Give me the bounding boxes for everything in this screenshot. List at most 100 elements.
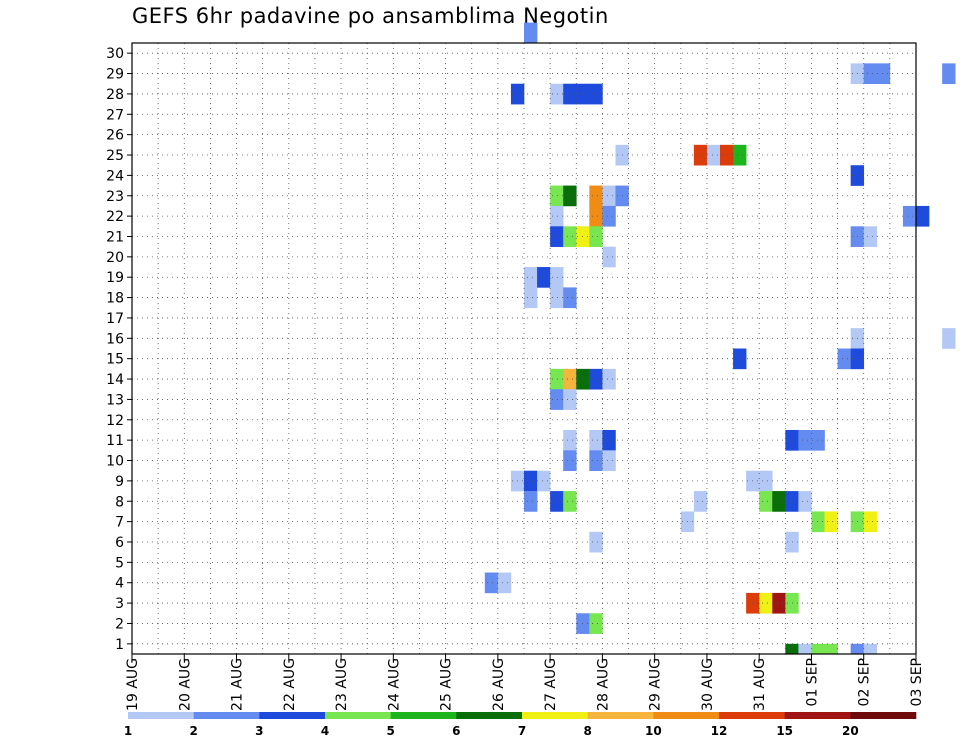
colorbar-label: 1 xyxy=(124,724,132,738)
heatmap-cell xyxy=(772,491,786,512)
heatmap-cell xyxy=(693,491,708,512)
y-tick-label: 27 xyxy=(106,107,124,123)
x-tick-label: 28 AUG xyxy=(595,658,611,711)
colorbar-label: 10 xyxy=(645,724,662,738)
heatmap-cell xyxy=(824,643,838,655)
colorbar-label: 8 xyxy=(583,724,591,738)
colorbar-label: 6 xyxy=(452,724,460,738)
heatmap-cell xyxy=(772,592,786,614)
colorbar-swatch xyxy=(653,712,720,719)
colorbar-swatch xyxy=(259,712,326,719)
heatmap-cell xyxy=(524,491,538,512)
colorbar-swatch xyxy=(128,712,194,719)
heatmap-cell xyxy=(942,63,956,85)
y-tick-label: 18 xyxy=(106,291,124,307)
colorbar-swatch xyxy=(587,712,654,719)
y-tick-label: 4 xyxy=(115,576,124,592)
heatmap-cell xyxy=(720,144,734,166)
heatmap-cell xyxy=(589,226,603,247)
x-tick-label: 23 AUG xyxy=(334,658,350,711)
heatmap-cell xyxy=(497,572,512,594)
y-tick-label: 20 xyxy=(106,250,124,266)
heatmap-cell xyxy=(589,185,603,207)
x-tick-label: 31 AUG xyxy=(752,658,768,711)
x-tick-label: 25 AUG xyxy=(439,658,455,711)
heatmap-cell xyxy=(824,511,838,533)
y-tick-label: 21 xyxy=(106,229,124,245)
heatmap-cell xyxy=(589,613,603,634)
heatmap-cell xyxy=(550,226,564,247)
heatmap-cell xyxy=(602,246,616,268)
heatmap-cell xyxy=(550,287,564,309)
colorbar-swatch xyxy=(522,712,588,719)
heatmap-cell xyxy=(589,450,603,471)
x-tick-label: 30 AUG xyxy=(700,658,716,711)
heatmap-cell xyxy=(733,144,747,166)
grid-layer xyxy=(132,43,916,654)
x-tick-label: 24 AUG xyxy=(386,658,402,711)
y-tick-label: 29 xyxy=(106,67,124,83)
heatmap-cell xyxy=(550,389,564,410)
heatmap-cell xyxy=(563,368,577,390)
x-tick-label: 03 SEP xyxy=(909,658,925,706)
x-tick-label: 29 AUG xyxy=(648,658,664,711)
heatmap-cell xyxy=(550,491,564,512)
heatmap-cell xyxy=(759,592,773,614)
cells-layer xyxy=(484,22,956,655)
y-tick-label: 6 xyxy=(115,535,124,551)
heatmap-cell xyxy=(602,368,616,390)
y-tick-label: 5 xyxy=(115,555,124,571)
x-tick-label: 20 AUG xyxy=(177,658,193,711)
y-tick-label: 1 xyxy=(115,637,124,653)
colorbar-label: 20 xyxy=(842,724,859,738)
heatmap-cell xyxy=(550,267,564,288)
y-tick-label: 28 xyxy=(106,87,124,103)
heatmap-cell xyxy=(759,491,773,512)
heatmap-cell xyxy=(602,450,616,471)
heatmap-cell xyxy=(563,226,577,247)
heatmap-cell xyxy=(537,470,551,492)
colorbar-swatch xyxy=(390,712,457,719)
x-tick-label: 01 SEP xyxy=(804,658,820,706)
colorbar-label: 2 xyxy=(189,724,197,738)
heatmap-cell xyxy=(484,572,499,594)
x-tick-label: 02 SEP xyxy=(857,658,873,706)
heatmap-cell xyxy=(563,450,577,471)
heatmap-cell xyxy=(785,643,799,655)
heatmap-cell xyxy=(602,429,616,451)
heatmap-cell xyxy=(863,226,878,247)
heatmap-cell xyxy=(550,185,564,207)
x-tick-label: 21 AUG xyxy=(230,658,246,711)
heatmap-cell xyxy=(563,83,577,105)
heatmap-cell xyxy=(798,643,812,655)
heatmap-cell xyxy=(537,267,551,288)
heatmap-cell xyxy=(524,267,538,288)
heatmap-cell xyxy=(863,63,878,85)
heatmap-cell xyxy=(863,511,878,533)
heatmap-cell xyxy=(798,429,812,451)
y-tick-label: 23 xyxy=(106,189,124,205)
heatmap-cell xyxy=(942,328,956,349)
x-tick-label: 27 AUG xyxy=(543,658,559,711)
x-tick-label: 19 AUG xyxy=(125,658,141,711)
heatmap-cell xyxy=(589,429,603,451)
colorbar-swatch xyxy=(719,712,785,719)
colorbar-legend: 1 2 3 4 5 6 7 8 10 12 15 20 xyxy=(124,712,917,738)
y-tick-label: 3 xyxy=(115,596,124,612)
colorbar-swatch xyxy=(784,712,851,719)
y-axis: 1234567891011121314151617181920212223242… xyxy=(106,46,132,653)
colorbar-label: 7 xyxy=(518,724,526,738)
x-axis: 19 AUG 20 AUG 21 AUG 22 AUG 23 AUG 24 AUG 25 A… xyxy=(125,654,925,711)
heatmap-cell xyxy=(589,205,603,227)
y-tick-label: 10 xyxy=(106,454,124,470)
colorbar-label: 5 xyxy=(386,724,394,738)
heatmap-cell xyxy=(524,470,538,492)
heatmap-cell xyxy=(811,511,825,533)
y-tick-label: 24 xyxy=(106,168,124,184)
heatmap-cell xyxy=(550,368,564,390)
heatmap-cell xyxy=(589,368,603,390)
heatmap-cell xyxy=(850,643,865,655)
y-tick-label: 8 xyxy=(115,494,124,510)
plot-frame xyxy=(131,42,917,655)
y-tick-label: 9 xyxy=(115,474,124,490)
